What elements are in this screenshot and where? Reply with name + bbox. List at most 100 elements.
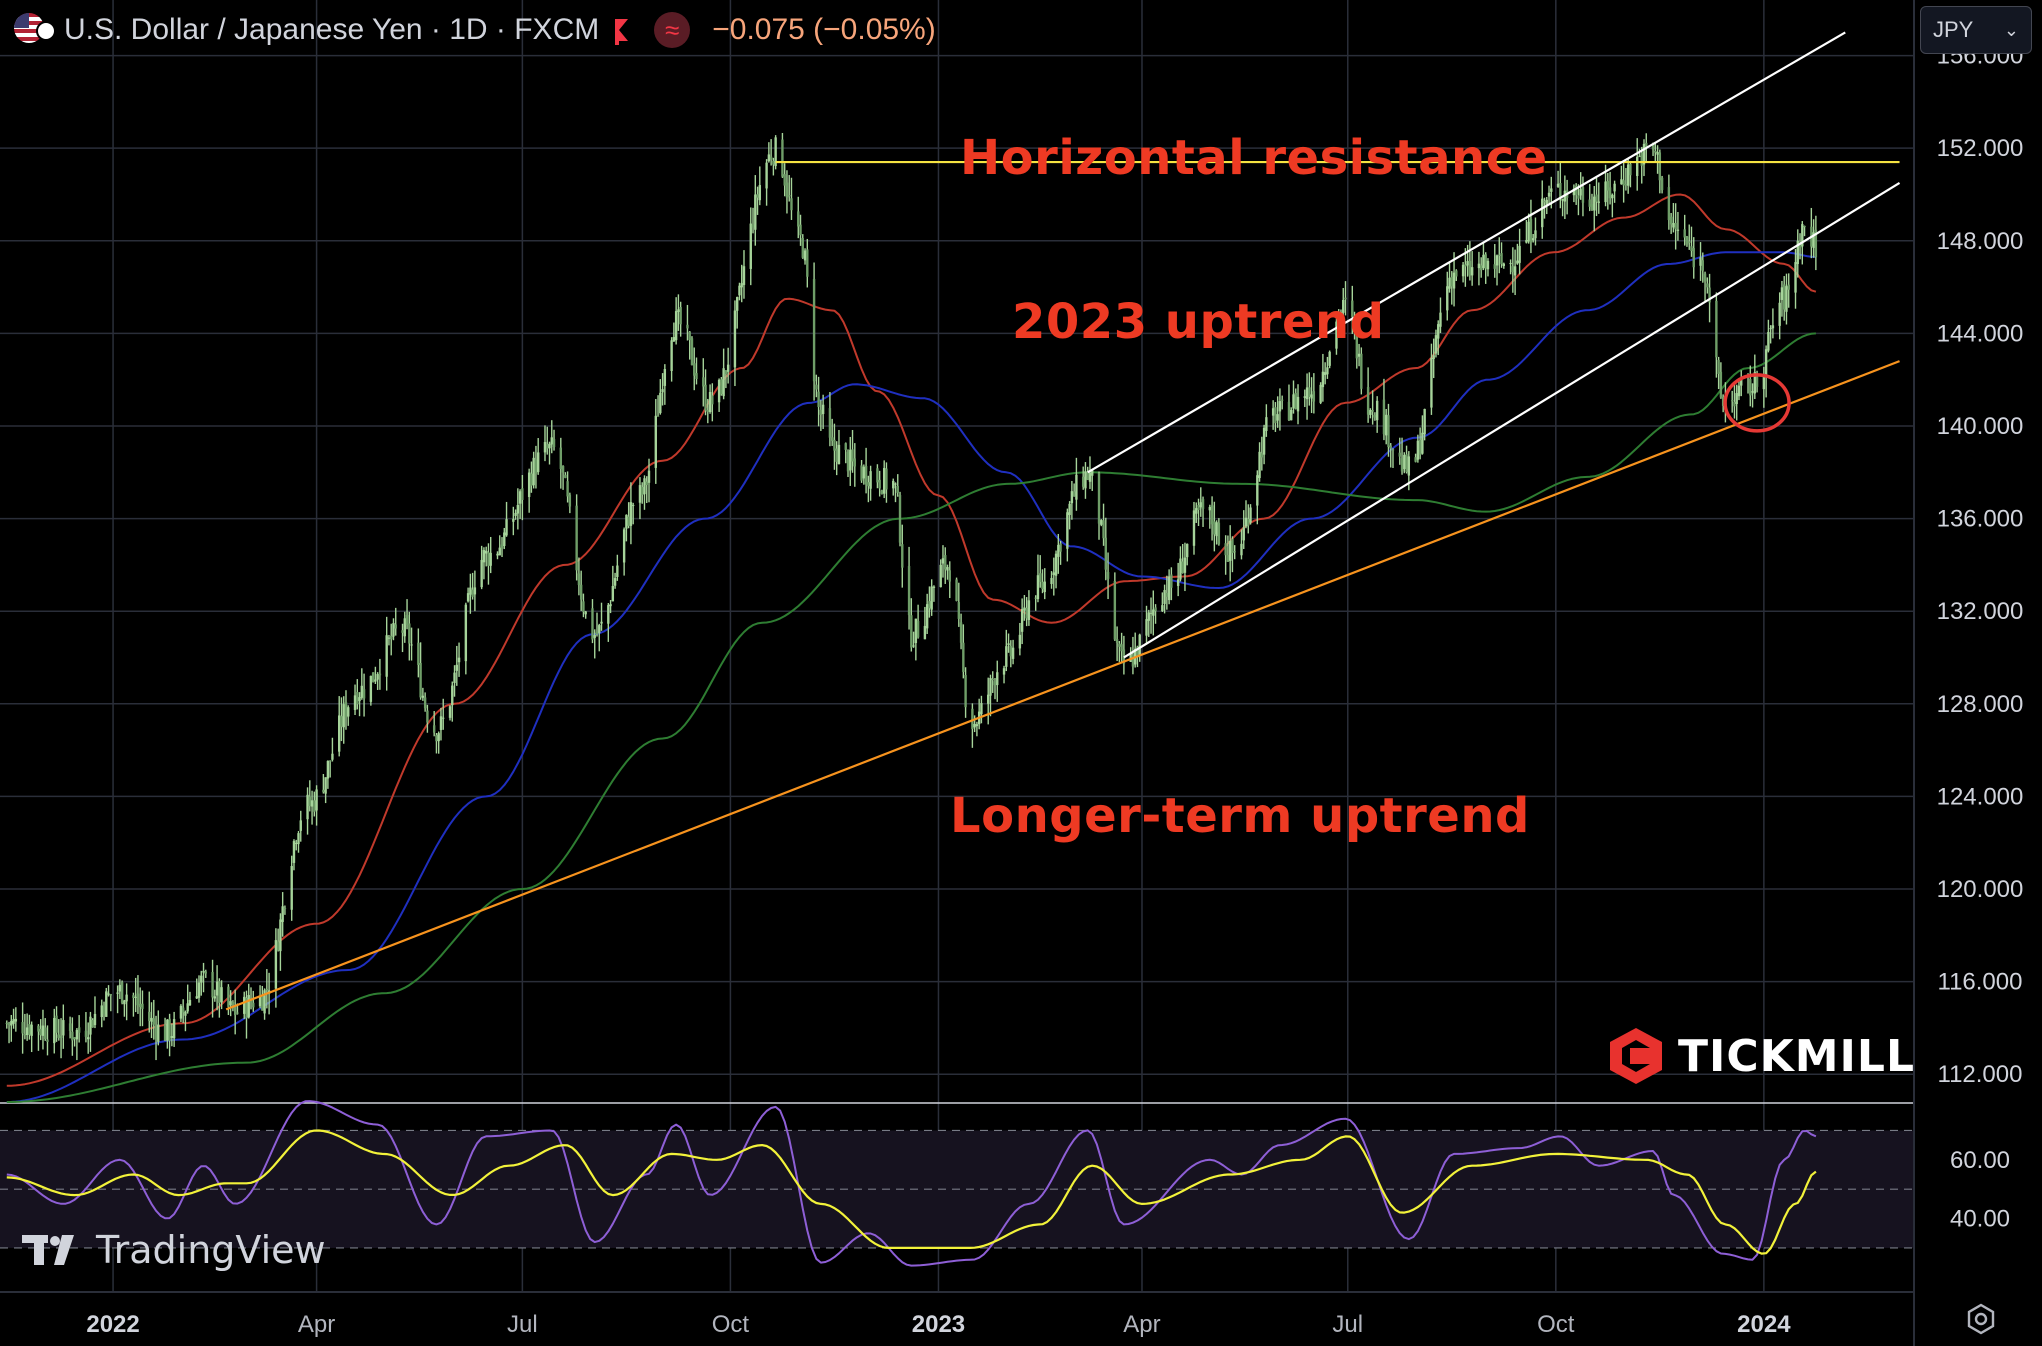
candle-body: [566, 481, 569, 497]
candle-body: [1608, 187, 1612, 199]
candle-body: [1749, 379, 1752, 396]
candle-body: [1706, 283, 1709, 288]
candle-body: [726, 364, 730, 372]
candle-body: [1199, 502, 1202, 508]
candle-body: [503, 532, 506, 547]
candle-body: [1113, 580, 1117, 640]
candle-body: [283, 908, 287, 910]
candle-body: [783, 174, 786, 186]
candle-body: [1527, 221, 1530, 242]
chevron-down-icon: ⌄: [2003, 19, 2019, 40]
candle-body: [627, 516, 630, 526]
candle-body: [387, 637, 391, 639]
candle-body: [1414, 457, 1417, 462]
candle-body: [878, 479, 881, 489]
candle-body: [860, 465, 863, 481]
candle-body: [448, 706, 452, 718]
candle-body: [516, 504, 520, 514]
candle-body: [1052, 572, 1055, 575]
candle-body: [663, 369, 667, 386]
candle-body: [213, 996, 217, 999]
candle-body: [1342, 299, 1345, 313]
currency-select[interactable]: JPY ⌄: [1920, 6, 2032, 54]
candle-body: [1656, 152, 1659, 155]
candle-body: [1785, 286, 1788, 312]
candle-body: [749, 223, 752, 269]
candle-body: [258, 995, 262, 1007]
candle-body: [360, 685, 364, 698]
candle-body: [849, 449, 852, 471]
highlight-circle: [1723, 373, 1791, 433]
candle-body: [405, 614, 409, 625]
candle-body: [453, 672, 456, 683]
candle-body: [928, 601, 931, 609]
candle-body: [1604, 181, 1607, 203]
candle-body: [1658, 152, 1662, 181]
x-tick-label: Apr: [1123, 1311, 1160, 1338]
candle-body: [1455, 270, 1458, 277]
candle-body: [593, 635, 596, 638]
candle-body: [595, 631, 599, 635]
candle-body: [1685, 236, 1689, 245]
candle-body: [1382, 399, 1386, 435]
candle-body: [1525, 240, 1528, 243]
candle-body: [819, 409, 823, 415]
candle-body: [1715, 300, 1718, 358]
alert-flag-icon[interactable]: [615, 19, 629, 45]
candle-body: [1244, 517, 1248, 527]
candle-body: [989, 678, 992, 696]
candle-body: [247, 995, 250, 1018]
candle-body: [1660, 177, 1664, 191]
candle-body: [534, 459, 538, 474]
candle-body: [1070, 491, 1074, 504]
candle-body: [559, 447, 563, 469]
candle-body: [1676, 229, 1680, 231]
candle-body: [1452, 272, 1456, 289]
candle-body: [152, 1018, 155, 1025]
candle-body: [118, 984, 122, 992]
candle-body: [1351, 300, 1354, 317]
candle-body: [245, 997, 248, 1019]
symbol-title[interactable]: U.S. Dollar / Japanese Yen · 1D · FXCM: [64, 13, 600, 46]
candle-body: [41, 1025, 45, 1036]
candle-body: [1803, 225, 1806, 228]
candle-body: [371, 672, 375, 682]
candle-body: [1500, 253, 1503, 265]
candle-body: [1278, 401, 1282, 412]
candle-body: [362, 689, 366, 699]
trendline-longer-term-uptrend: [225, 360, 1900, 1011]
candle-body: [1620, 179, 1623, 185]
candle-body: [136, 993, 140, 1006]
candle-body: [1547, 192, 1551, 197]
candle-body: [1556, 183, 1560, 187]
candle-body: [1493, 264, 1496, 269]
candle-body: [57, 1034, 60, 1038]
candle-body: [496, 553, 499, 556]
candle-body: [742, 266, 746, 285]
candle-body: [1543, 201, 1546, 203]
indicator-icon[interactable]: ≈: [654, 12, 691, 48]
candle-body: [641, 486, 644, 495]
candle-body: [769, 156, 773, 160]
candle-body: [987, 694, 990, 704]
candle-body: [591, 608, 594, 640]
trendline-channel-upper: [1087, 31, 1846, 474]
candle-body: [1292, 394, 1295, 409]
y-tick-label: 120.000: [1937, 876, 2024, 903]
candle-body: [310, 800, 314, 807]
candle-body: [21, 1022, 24, 1034]
candle-body: [631, 504, 635, 506]
candle-body: [1572, 188, 1576, 196]
candle-body: [68, 1023, 72, 1031]
candle-body: [1416, 440, 1420, 460]
tradingview-text: TradingView: [96, 1228, 326, 1272]
candle-body: [817, 391, 820, 408]
candle-body: [342, 704, 345, 728]
candle-body: [1145, 619, 1148, 636]
currency-value: JPY: [1933, 17, 1974, 42]
candle-body: [1011, 647, 1015, 659]
candle-body: [1231, 538, 1234, 554]
candle-body: [195, 996, 198, 999]
settings-gear-icon[interactable]: [1964, 1302, 1998, 1336]
